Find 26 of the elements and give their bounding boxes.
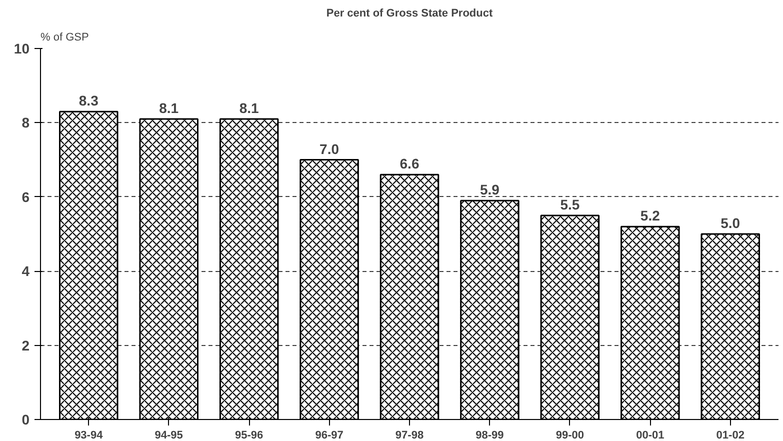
data-label: 5.2 <box>640 208 660 224</box>
data-label: 5.5 <box>560 196 580 212</box>
chart-title: Per cent of Gross State Product <box>326 8 493 20</box>
y-tick-label: 6 <box>22 188 30 205</box>
data-label: 8.1 <box>239 100 260 116</box>
x-tick-label: 96-97 <box>315 430 344 441</box>
data-label: 7.0 <box>320 140 340 157</box>
x-tick-label: 94-95 <box>154 430 183 441</box>
data-label: 6.6 <box>400 156 420 172</box>
x-tick-label: 93-94 <box>74 430 104 441</box>
y-tick-label: 0 <box>22 412 30 428</box>
x-tick-label: 99-00 <box>556 430 584 441</box>
x-tick-label: 95-96 <box>235 430 264 441</box>
data-label: 8.3 <box>78 92 99 109</box>
data-label: 5.0 <box>720 215 740 231</box>
x-tick-label: 97-98 <box>395 430 424 441</box>
y-tick-label: 10 <box>14 40 30 56</box>
x-tick-label: 01-02 <box>716 430 744 441</box>
x-tick-label: 00-01 <box>636 430 664 441</box>
y-tick-label: 2 <box>22 337 30 354</box>
x-tick-label: 98-99 <box>476 430 504 441</box>
data-label: 8.1 <box>159 100 179 116</box>
y-tick-label: 4 <box>22 263 30 280</box>
y-axis-title: % of GSP <box>40 32 89 44</box>
y-tick-label: 8 <box>22 114 30 131</box>
data-label: 5.9 <box>480 182 500 198</box>
